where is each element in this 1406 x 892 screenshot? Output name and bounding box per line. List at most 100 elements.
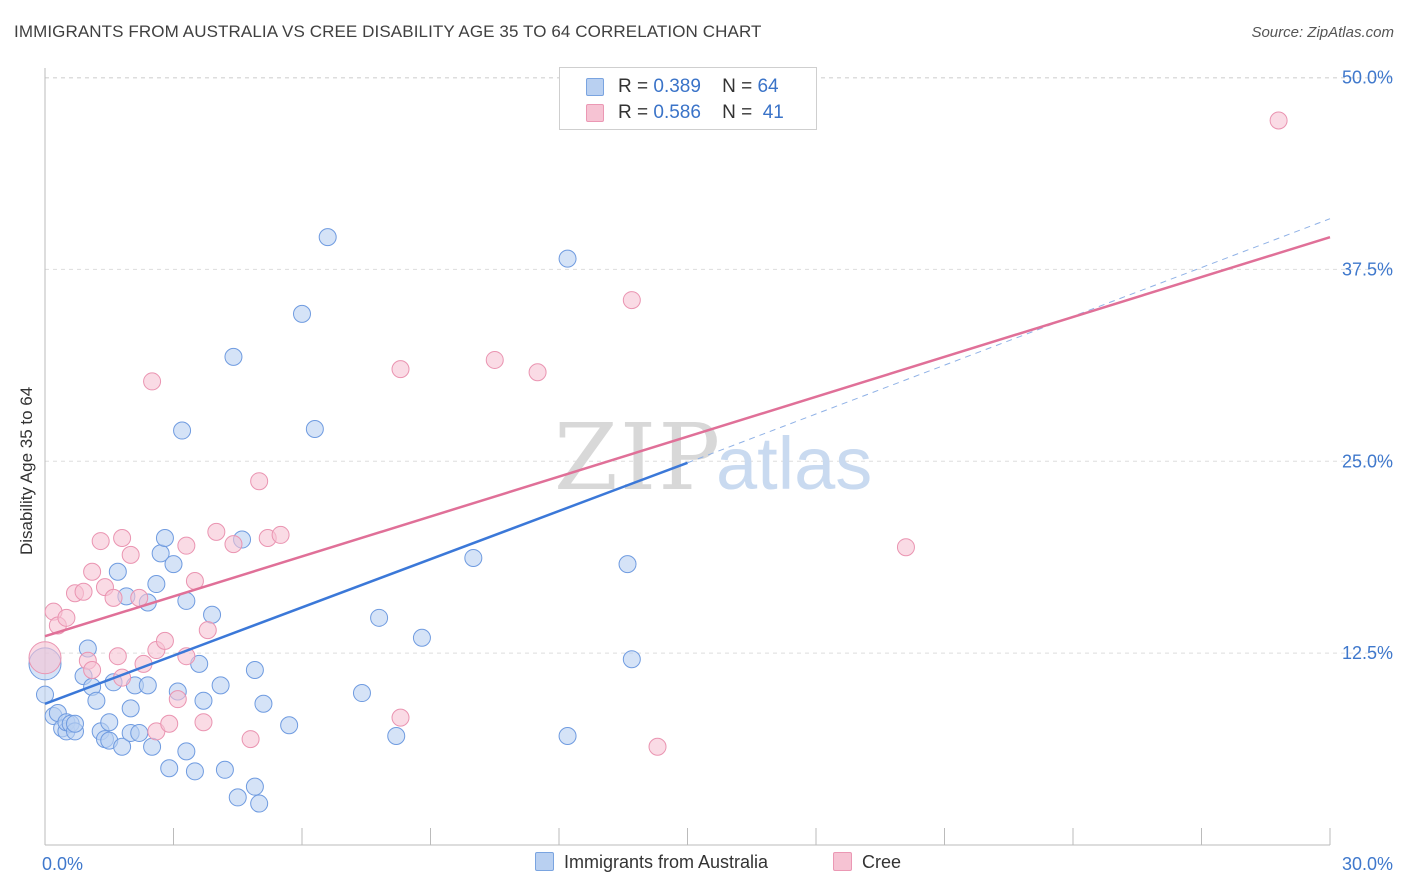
- point-australia: [245, 777, 264, 796]
- point-cree: [108, 647, 127, 666]
- point-australia: [305, 420, 324, 439]
- point-australia: [177, 742, 196, 761]
- legend-r-value: 0.389: [653, 76, 701, 97]
- legend-r-value: 0.586: [653, 102, 701, 123]
- legend-n-value: 41: [762, 102, 784, 123]
- point-australia: [130, 723, 149, 742]
- point-australia: [173, 421, 192, 440]
- legend-swatch-blue: [586, 78, 604, 96]
- bottom-legend-label-australia: Immigrants from Australia: [564, 852, 769, 872]
- y-tick-label: 37.5%: [1342, 259, 1393, 279]
- point-australia: [228, 788, 247, 807]
- point-australia: [100, 713, 119, 732]
- point-cree: [622, 291, 641, 310]
- point-cree: [28, 641, 62, 675]
- bottom-legend-swatch-pink: [833, 852, 852, 871]
- point-australia: [318, 228, 337, 247]
- point-cree: [83, 661, 102, 680]
- point-australia: [412, 628, 431, 647]
- point-australia: [254, 694, 273, 713]
- legend-n-value: 64: [757, 76, 779, 97]
- point-australia: [203, 605, 222, 624]
- point-cree: [207, 522, 226, 541]
- point-cree: [241, 730, 260, 749]
- point-cree: [224, 535, 243, 554]
- legend-r-label: R =: [618, 76, 649, 97]
- point-australia: [87, 691, 106, 710]
- point-cree: [177, 536, 196, 555]
- legend-swatch-pink: [586, 104, 604, 122]
- point-australia: [224, 347, 243, 366]
- point-australia: [280, 716, 299, 735]
- point-cree: [168, 690, 187, 709]
- point-australia: [464, 548, 483, 567]
- x-tick-label-max: 30.0%: [1342, 854, 1393, 874]
- trend-lines: [44, 218, 1331, 705]
- point-australia: [65, 714, 84, 733]
- point-cree: [194, 713, 213, 732]
- point-cree: [143, 372, 162, 391]
- point-cree: [160, 714, 179, 733]
- point-cree: [485, 350, 504, 369]
- point-cree: [74, 582, 93, 601]
- trend-australia: [44, 461, 688, 705]
- point-australia: [185, 762, 204, 781]
- point-cree: [528, 363, 547, 382]
- point-australia: [211, 676, 230, 695]
- point-cree: [104, 588, 123, 607]
- point-cree: [1269, 111, 1288, 130]
- trend-australia-extension: [687, 218, 1331, 464]
- bottom-legend-australia: Immigrants from Australia: [535, 852, 768, 873]
- tick-labels: 12.5% 25.0% 37.5% 50.0% 0.0% 30.0%: [42, 68, 1393, 875]
- point-australia: [622, 650, 641, 669]
- legend-n-label: N =: [722, 102, 753, 123]
- point-australia: [160, 759, 179, 778]
- point-australia: [370, 608, 389, 627]
- point-cree: [896, 538, 915, 557]
- y-axis-label: Disability Age 35 to 64: [17, 386, 36, 555]
- point-australia: [113, 737, 132, 756]
- point-australia: [245, 661, 264, 680]
- point-australia: [155, 529, 174, 547]
- bottom-legend-swatch-blue: [535, 852, 554, 871]
- point-australia: [352, 684, 371, 703]
- point-cree: [391, 708, 410, 727]
- point-cree: [250, 472, 269, 491]
- chart-title: IMMIGRANTS FROM AUSTRALIA VS CREE DISABI…: [14, 22, 762, 41]
- point-australia: [121, 699, 140, 718]
- point-australia: [108, 562, 127, 581]
- point-australia: [250, 794, 269, 813]
- point-cree: [391, 360, 410, 379]
- point-cree: [130, 588, 149, 607]
- source-label: Source: ZipAtlas.com: [1251, 24, 1394, 41]
- bottom-legend-cree: Cree: [833, 852, 901, 873]
- trend-cree: [44, 235, 1331, 638]
- watermark-atlas: atlas: [716, 422, 872, 505]
- series-australia-points: [28, 228, 641, 813]
- point-cree: [113, 529, 132, 547]
- point-australia: [558, 249, 577, 268]
- point-cree: [91, 532, 110, 551]
- legend-n-label: N =: [722, 76, 753, 97]
- point-australia: [138, 676, 157, 695]
- watermark-zip: ZIP: [554, 404, 722, 511]
- y-tick-label: 25.0%: [1342, 451, 1393, 471]
- grid-lines: [45, 77, 1392, 654]
- point-cree: [198, 621, 217, 640]
- point-cree: [121, 545, 140, 564]
- point-australia: [164, 555, 183, 574]
- point-australia: [215, 760, 234, 779]
- point-australia: [143, 737, 162, 756]
- stats-legend: R = 0.389 N = 64 R = 0.586 N = 41: [559, 67, 817, 130]
- point-cree: [648, 737, 667, 756]
- point-australia: [147, 575, 166, 594]
- x-tick-label-min: 0.0%: [42, 854, 83, 874]
- point-cree: [271, 525, 290, 544]
- point-australia: [558, 727, 577, 746]
- point-australia: [618, 555, 637, 574]
- legend-r-label: R =: [618, 102, 649, 123]
- watermark: ZIP atlas: [554, 404, 872, 511]
- point-cree: [83, 562, 102, 581]
- point-cree: [57, 608, 76, 627]
